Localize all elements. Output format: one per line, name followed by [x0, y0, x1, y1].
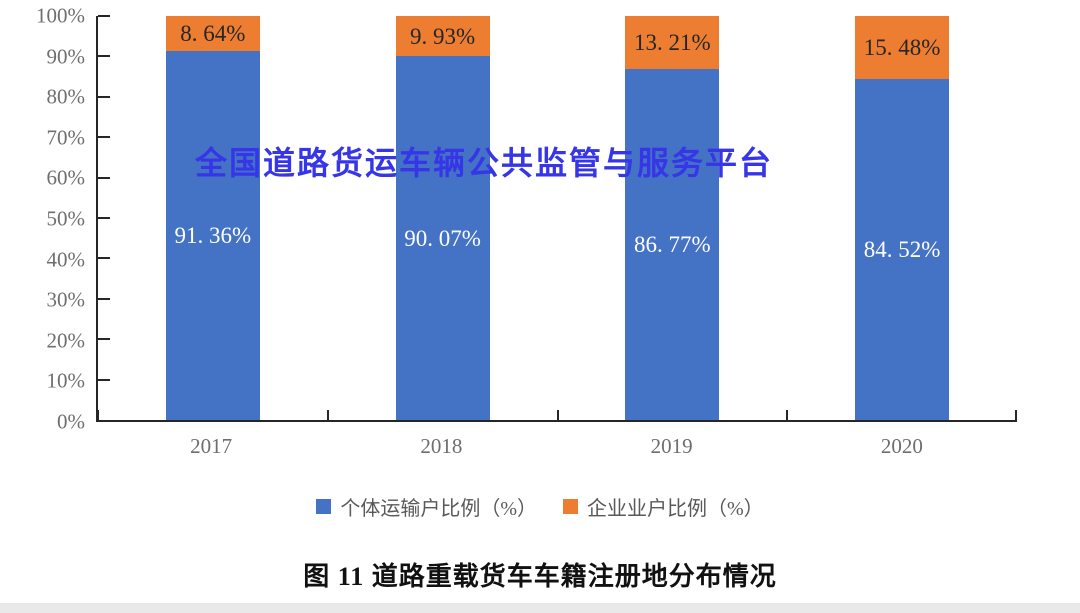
bar-label-enterprise: 13. 21%: [634, 30, 711, 56]
y-tick-mark: [98, 217, 110, 219]
bar-group-2019: 86. 77% 13. 21%: [558, 16, 788, 420]
bar-segment-enterprise: 15. 48%: [855, 16, 950, 79]
bar-group-2020: 84. 52% 15. 48%: [787, 16, 1017, 420]
bar-segment-enterprise: 9. 93%: [395, 16, 490, 57]
bar-label-individual: 86. 77%: [634, 232, 711, 258]
bar-segment-individual: 91. 36%: [165, 50, 260, 420]
legend-swatch-individual: [316, 499, 332, 514]
y-tick-mark: [98, 55, 110, 58]
y-tick-label: 30%: [46, 287, 86, 312]
y-tick-label: 100%: [36, 3, 85, 28]
x-tick-label: 2019: [650, 434, 693, 458]
y-tick-mark: [98, 257, 110, 260]
bar-label-individual: 84. 52%: [863, 236, 941, 262]
bar-label-individual: 91. 36%: [174, 222, 252, 248]
legend-label: 企业业户比例（%）: [587, 498, 764, 520]
bar-group-2018: 90. 07% 9. 93%: [328, 16, 558, 420]
y-tick-mark: [98, 297, 110, 300]
x-tick-mark: [1015, 410, 1017, 420]
figure-caption: 图 11 道路重载货车车籍注册地分布情况: [303, 562, 777, 591]
legend: 个体运输户比例（%） 企业业户比例（%）: [0, 492, 1080, 521]
legend-item-enterprise: 企业业户比例（%）: [563, 492, 764, 521]
y-tick-mark: [98, 378, 110, 381]
y-tick-label: 60%: [46, 165, 86, 190]
legend-item-individual: 个体运输户比例（%）: [316, 492, 537, 521]
bar-segment-enterprise: 8. 64%: [165, 16, 260, 51]
bar-segment-individual: 86. 77%: [625, 69, 720, 420]
bar-segment-individual: 90. 07%: [395, 56, 490, 420]
x-axis-labels: 2017 2018 2019 2020: [96, 434, 1017, 462]
bottom-band: [0, 603, 1080, 613]
x-tick-label: 2018: [420, 434, 463, 458]
y-tick-mark: [98, 176, 110, 179]
y-tick-label: 50%: [46, 206, 86, 231]
x-tick-label: 2020: [880, 434, 923, 458]
bar-segment-individual: 84. 52%: [855, 78, 950, 420]
bar-group-2017: 91. 36% 8. 64%: [98, 16, 328, 420]
bar-label-individual: 90. 07%: [404, 225, 481, 251]
x-tick-mark: [97, 410, 99, 420]
y-tick-label: 40%: [46, 247, 86, 272]
y-tick-label: 70%: [46, 125, 86, 150]
y-tick-mark: [98, 15, 110, 17]
y-tick-label: 0%: [57, 409, 85, 434]
y-tick-label: 20%: [46, 328, 86, 353]
x-tick-mark: [556, 410, 559, 420]
y-tick-label: 90%: [46, 44, 86, 69]
x-tick-label: 2017: [190, 434, 233, 458]
bar-label-enterprise: 9. 93%: [410, 23, 476, 49]
bar-label-enterprise: 15. 48%: [863, 34, 941, 60]
bar-label-enterprise: 8. 64%: [180, 20, 246, 46]
y-tick-mark: [98, 136, 110, 139]
x-tick-mark: [786, 410, 789, 420]
bar-segment-enterprise: 13. 21%: [625, 16, 720, 70]
y-tick-label: 80%: [46, 84, 86, 109]
x-tick-mark: [326, 410, 329, 420]
y-axis-labels: 0% 10% 20% 30% 40% 50% 60% 70% 80% 90% 100%: [0, 5, 86, 432]
legend-swatch-enterprise: [563, 499, 578, 514]
y-tick-mark: [98, 95, 110, 98]
plot-area: 91. 36% 8. 64% 90. 07% 9. 93% 86. 77% 13. 21%…: [96, 15, 1017, 422]
y-tick-mark: [98, 338, 110, 341]
legend-label: 个体运输户比例（%）: [340, 498, 537, 520]
y-tick-label: 10%: [46, 368, 86, 393]
